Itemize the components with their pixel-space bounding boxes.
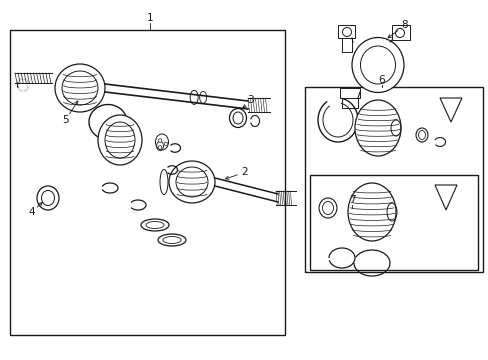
Ellipse shape [160, 170, 168, 194]
Text: 8: 8 [401, 20, 407, 30]
Text: 4: 4 [29, 207, 35, 217]
Polygon shape [339, 88, 359, 98]
Circle shape [342, 27, 351, 36]
Bar [10, 30, 285, 335]
Ellipse shape [351, 37, 403, 93]
Polygon shape [337, 25, 354, 38]
Text: 2: 2 [241, 167, 248, 177]
Ellipse shape [229, 108, 246, 127]
Polygon shape [391, 25, 409, 40]
Ellipse shape [347, 183, 395, 241]
Text: 7: 7 [348, 195, 355, 205]
Polygon shape [434, 185, 456, 210]
Text: 6: 6 [378, 75, 385, 85]
Ellipse shape [155, 134, 168, 150]
Text: 5: 5 [61, 115, 68, 125]
Bar [305, 87, 482, 272]
Circle shape [395, 28, 404, 37]
Circle shape [158, 146, 162, 149]
Bar [309, 175, 477, 270]
Text: 1: 1 [146, 13, 153, 23]
Polygon shape [439, 98, 461, 122]
Ellipse shape [37, 186, 59, 210]
Circle shape [158, 139, 162, 142]
Circle shape [164, 142, 167, 146]
Ellipse shape [354, 100, 400, 156]
Polygon shape [341, 38, 351, 52]
Text: 3: 3 [246, 95, 253, 105]
Ellipse shape [169, 161, 215, 203]
Ellipse shape [55, 64, 105, 112]
Ellipse shape [98, 115, 142, 165]
Polygon shape [341, 98, 357, 108]
